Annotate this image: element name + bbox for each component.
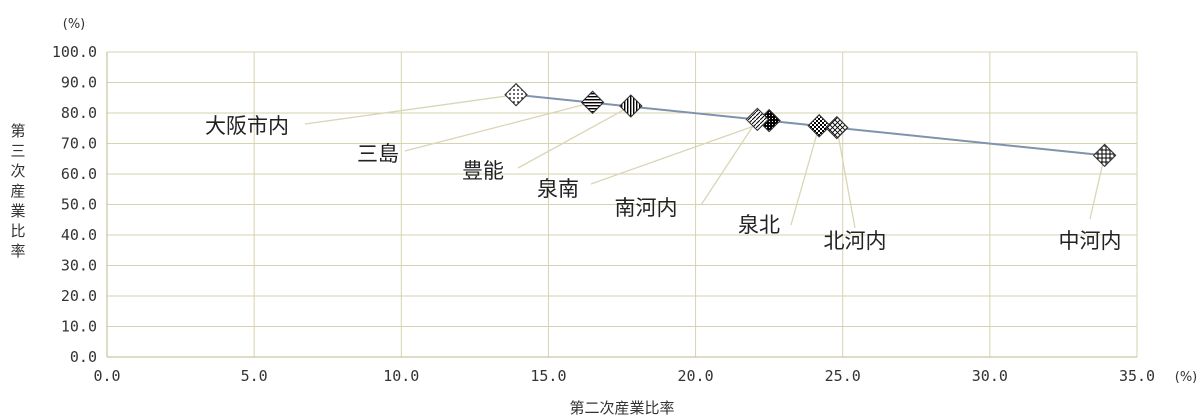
- data-markers: [504, 82, 1117, 168]
- data-point-marker: [807, 114, 831, 138]
- data-point-label: 大阪市内: [205, 114, 289, 138]
- x-tick-label: 30.0: [972, 367, 1008, 385]
- data-point-label: 泉南: [537, 177, 579, 201]
- data-point-label: 豊能: [462, 159, 504, 183]
- data-point-marker: [745, 107, 770, 132]
- y-tick-label: 70.0: [61, 135, 97, 153]
- x-tick-label: 15.0: [530, 367, 566, 385]
- y-tick-label: 100.0: [52, 43, 97, 61]
- data-point-marker: [580, 90, 605, 115]
- leader-line: [1089, 155, 1106, 220]
- leader-line: [304, 94, 517, 125]
- x-tick-label: 20.0: [678, 367, 714, 385]
- data-point-label: 泉北: [738, 213, 780, 237]
- y-tick-label: 50.0: [61, 196, 97, 214]
- x-tick-label: 0.0: [93, 367, 120, 385]
- x-tick-label: 25.0: [825, 367, 861, 385]
- leader-line: [590, 120, 770, 185]
- leader-line: [836, 127, 856, 229]
- x-axis-title: 第二次産業比率: [569, 399, 674, 417]
- x-axis-unit: (%): [1175, 370, 1198, 385]
- data-point-label: 三島: [357, 142, 399, 166]
- data-point-label: 南河内: [615, 196, 678, 220]
- data-point-label: 中河内: [1059, 229, 1122, 253]
- data-point-marker: [619, 94, 643, 118]
- y-tick-label: 60.0: [61, 165, 97, 183]
- data-point-label: 北河内: [824, 229, 887, 253]
- leader-line: [790, 125, 820, 226]
- y-tick-label: 90.0: [61, 74, 97, 92]
- x-tick-label: 10.0: [383, 367, 419, 385]
- y-tick-label: 40.0: [61, 226, 97, 244]
- x-tick-label: 5.0: [241, 367, 268, 385]
- data-point-marker: [1092, 143, 1117, 168]
- label-leader-lines: [304, 94, 1106, 229]
- y-tick-label: 0.0: [70, 348, 97, 366]
- leader-line: [404, 101, 593, 152]
- leader-line: [700, 119, 758, 206]
- y-tick-label: 20.0: [61, 287, 97, 305]
- y-axis-unit: (%): [63, 17, 86, 32]
- leader-line: [517, 105, 632, 169]
- x-tick-label: 35.0: [1119, 367, 1155, 385]
- y-tick-label: 30.0: [61, 257, 97, 275]
- data-point-marker: [504, 82, 528, 107]
- y-tick-label: 80.0: [61, 104, 97, 122]
- axes: 0.0 10.0 20.0 30.0 40.0 50.0 60.0 70.0 80.0 90.0 1…: [10, 17, 1197, 417]
- data-point-marker: [825, 115, 849, 140]
- y-tick-label: 10.0: [61, 318, 97, 336]
- y-axis-title: 第三次産業比率: [10, 122, 25, 260]
